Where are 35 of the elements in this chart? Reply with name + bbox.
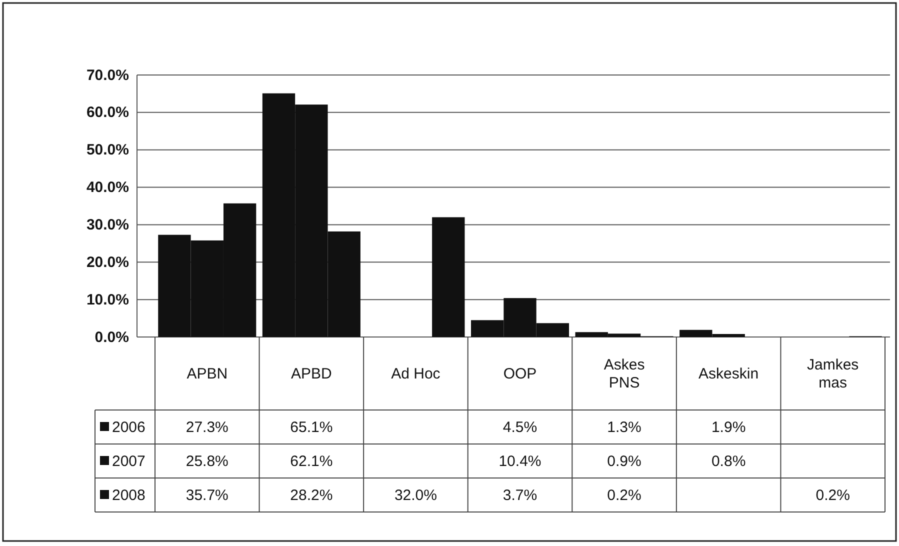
x-tick-label: Jamkes mas [807,356,859,392]
data-label: 28.2% [290,487,333,504]
legend-label: 2008 [112,487,146,504]
data-label: 27.3% [186,419,228,436]
data-label: 3.7% [502,487,538,504]
data-label: 0.2% [607,487,642,504]
data-label: 62.1% [290,453,333,470]
data-label: 1.9% [711,419,746,436]
data-label: 25.8% [186,453,228,470]
data-label: 1.3% [607,419,642,436]
x-tick-label: OOP [503,366,537,382]
x-tick-label: Ad Hoc [391,366,441,382]
y-tick-label: 40.0% [86,179,129,196]
data-label: 0.9% [607,453,642,470]
data-label: 0.8% [711,453,746,470]
data-label: 10.4% [498,453,542,470]
y-tick-label: 20.0% [86,254,129,271]
data-label: 4.5% [502,419,538,436]
y-tick-label: 30.0% [86,216,129,234]
legend-label: 2006 [112,419,146,436]
x-tick-label: Askeskin [698,366,759,382]
y-tick-label: 60.0% [86,104,129,122]
legend-label: 2007 [112,453,146,470]
y-tick-label: 50.0% [86,142,129,159]
data-label: 32.0% [394,487,437,504]
x-tick-label: APBN [186,366,228,382]
data-label: 35.7% [186,487,228,504]
y-tick-label: 70.0% [86,66,129,84]
data-label: 0.2% [816,487,850,504]
y-tick-label: 10.0% [86,291,129,308]
x-tick-label: APBD [291,366,332,382]
x-tick-label: Askes PNS [604,356,645,392]
bar [432,217,465,337]
y-tick-label: 0.0% [94,328,129,346]
data-label: 65.1% [290,419,333,436]
